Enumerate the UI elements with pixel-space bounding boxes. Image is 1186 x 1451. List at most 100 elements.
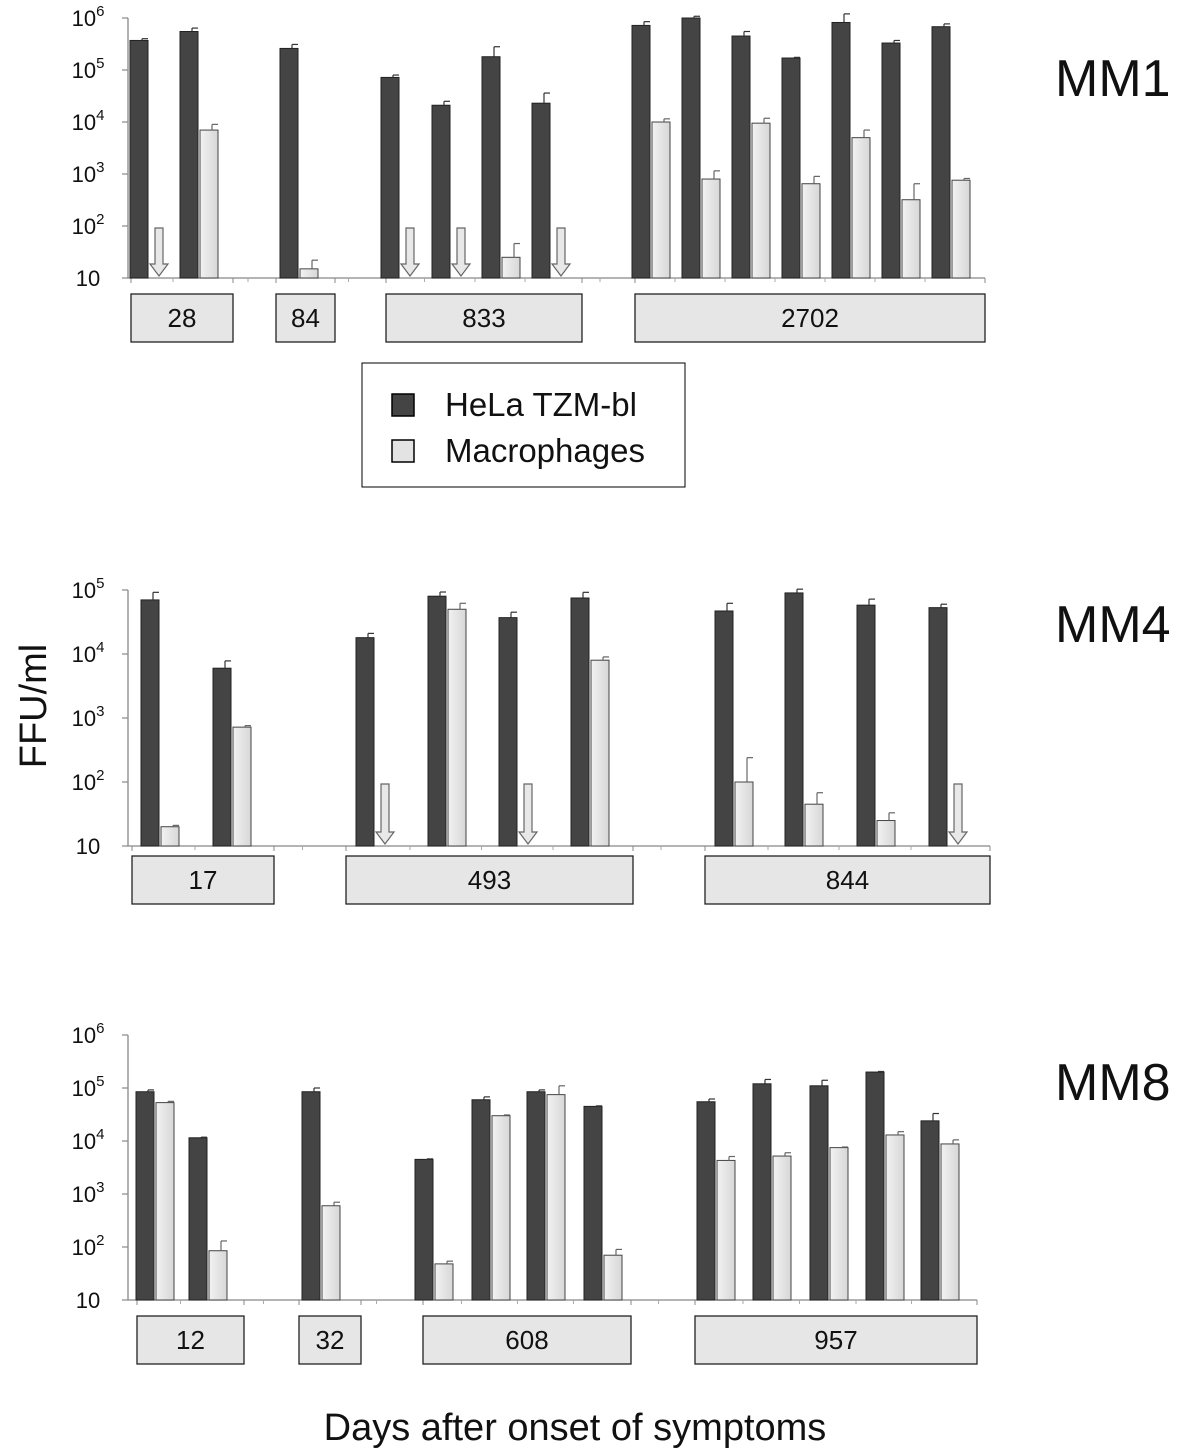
y-tick-label: 105 — [72, 1073, 105, 1101]
y-tick-label: 10 — [76, 266, 100, 291]
bar-hela — [526, 1091, 546, 1301]
y-tick-label: 103 — [72, 1179, 105, 1207]
bar-macrophages — [651, 121, 671, 279]
bar-hela — [752, 1083, 772, 1301]
bar-macrophages — [546, 1094, 566, 1301]
bar-hela — [928, 607, 948, 847]
bar-macrophages — [491, 1115, 511, 1301]
bar-hela — [681, 17, 701, 279]
x-axis-title: Days after onset of symptoms — [324, 1407, 827, 1449]
group-label: 957 — [814, 1325, 857, 1355]
bar-hela — [140, 599, 160, 847]
group-label-box — [136, 1315, 245, 1365]
bar-hela — [355, 637, 375, 847]
y-tick-label: 104 — [72, 639, 105, 667]
bar-hela — [809, 1085, 829, 1301]
below-detection-arrow — [450, 227, 472, 277]
y-tick-label: 104 — [72, 1126, 105, 1154]
legend-swatch-hela — [391, 393, 415, 417]
bar-hela — [481, 56, 501, 279]
below-detection-arrow — [148, 227, 170, 277]
group-label: 32 — [316, 1325, 345, 1355]
y-tick-label: 105 — [72, 575, 105, 603]
y-tick-label: 103 — [72, 159, 105, 187]
bar-hela — [583, 1105, 603, 1301]
bar-hela — [856, 604, 876, 847]
group-label-box — [704, 855, 991, 905]
legend: HeLa TZM-bl Macrophages — [361, 362, 686, 488]
bar-macrophages — [734, 781, 754, 847]
chart-mm8: MM8 106 105 104 103 102 10 12 32 608 957 — [72, 1020, 1171, 1365]
y-tick-label: 106 — [72, 1020, 105, 1048]
bar-hela — [179, 31, 199, 279]
bar-macrophages — [232, 726, 252, 847]
group-label-box — [385, 293, 583, 343]
chart-mm4: MM4 105 104 103 102 10 17 493 844 — [72, 575, 1171, 905]
below-detection-arrow — [517, 783, 539, 845]
bar-macrophages — [772, 1155, 792, 1301]
group-label: 28 — [168, 303, 197, 333]
bar-hela — [129, 39, 149, 279]
below-detection-arrow — [399, 227, 421, 277]
bar-macrophages — [501, 256, 521, 279]
chart-title-mm1: MM1 — [1055, 50, 1171, 108]
group-label-box — [275, 293, 336, 343]
bar-macrophages — [603, 1254, 623, 1301]
below-detection-arrow — [947, 783, 969, 845]
bar-macrophages — [804, 803, 824, 847]
below-detection-arrow — [550, 227, 572, 277]
y-tick-label: 10 — [76, 1288, 100, 1313]
bar-hela — [427, 595, 447, 847]
bar-hela — [212, 667, 232, 847]
group-label: 12 — [176, 1325, 205, 1355]
chart-title-mm4: MM4 — [1055, 596, 1171, 654]
y-tick-label: 103 — [72, 703, 105, 731]
group-label: 493 — [468, 865, 511, 895]
bar-macrophages — [716, 1159, 736, 1301]
bar-macrophages — [940, 1143, 960, 1301]
y-tick-label: 10 — [76, 834, 100, 859]
bar-macrophages — [299, 268, 319, 279]
bar-hela — [881, 42, 901, 279]
chart-mm1: MM1 106 105 104 103 102 10 28 84 833 2702 — [72, 3, 1171, 343]
group-label: 2702 — [781, 303, 839, 333]
bar-macrophages — [321, 1205, 341, 1301]
chart-title-mm8: MM8 — [1055, 1054, 1171, 1112]
bar-macrophages — [829, 1147, 849, 1301]
bar-macrophages — [199, 129, 219, 279]
bar-hela — [631, 24, 651, 279]
bar-macrophages — [951, 179, 971, 279]
bar-macrophages — [751, 122, 771, 279]
bar-hela — [714, 610, 734, 847]
bar-hela — [135, 1091, 155, 1301]
bar-macrophages — [701, 178, 721, 279]
below-detection-arrow — [374, 783, 396, 845]
group-label: 833 — [462, 303, 505, 333]
bar-hela — [570, 597, 590, 847]
group-label-box — [131, 855, 275, 905]
group-label-box — [298, 1315, 362, 1365]
bar-hela — [865, 1071, 885, 1301]
bar-hela — [831, 21, 851, 279]
bar-hela — [471, 1099, 491, 1301]
bar-macrophages — [885, 1134, 905, 1301]
bar-hela — [498, 617, 518, 847]
bar-macrophages — [155, 1102, 175, 1301]
legend-label-hela: HeLa TZM-bl — [445, 386, 637, 423]
bar-macrophages — [160, 826, 180, 847]
group-label-box — [422, 1315, 632, 1365]
bar-macrophages — [447, 608, 467, 847]
group-label: 17 — [189, 865, 218, 895]
bar-macrophages — [590, 659, 610, 847]
bar-hela — [781, 57, 801, 279]
bar-hela — [188, 1137, 208, 1301]
bar-hela — [931, 26, 951, 279]
y-axis-title: FFU/ml — [13, 644, 55, 769]
group-label: 844 — [826, 865, 869, 895]
bar-hela — [784, 592, 804, 847]
legend-label-macrophages: Macrophages — [445, 432, 645, 469]
bar-hela — [380, 76, 400, 279]
y-tick-label: 102 — [72, 211, 105, 239]
bar-hela — [279, 47, 299, 279]
